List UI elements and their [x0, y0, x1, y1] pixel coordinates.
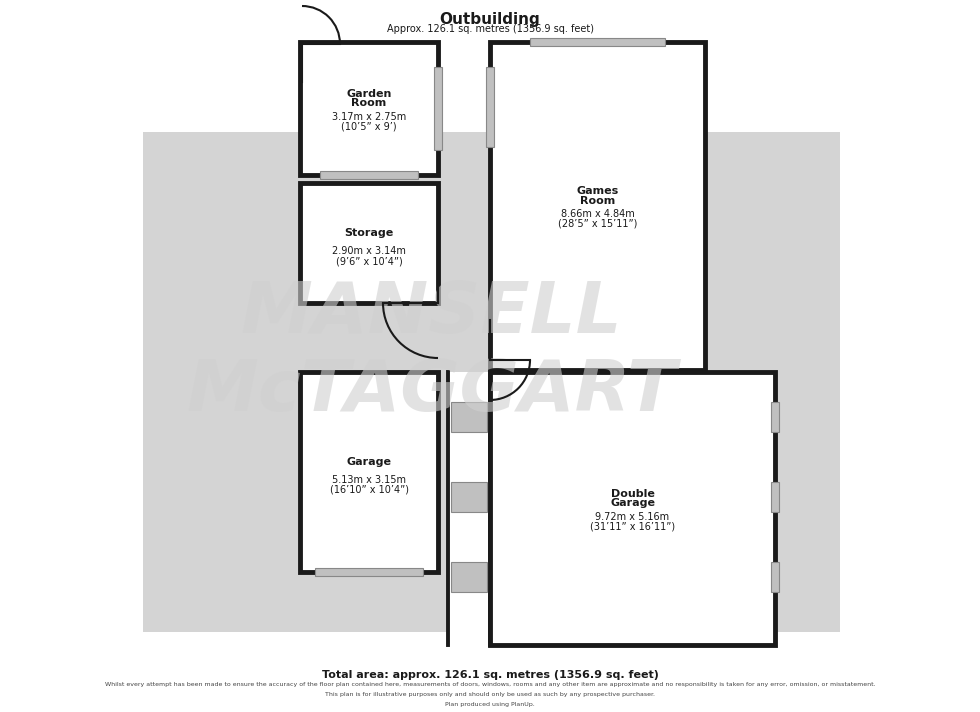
- Bar: [451, 562, 487, 592]
- Text: Plan produced using PlanUp.: Plan produced using PlanUp.: [445, 702, 535, 707]
- Bar: [490, 372, 775, 645]
- Text: 2.90m x 3.14m: 2.90m x 3.14m: [332, 246, 406, 256]
- Bar: [451, 402, 487, 432]
- Text: Storage: Storage: [344, 228, 394, 238]
- Bar: [300, 183, 438, 303]
- Bar: [486, 67, 494, 147]
- Text: Room: Room: [580, 196, 615, 206]
- Text: 5.13m x 3.15m: 5.13m x 3.15m: [332, 475, 406, 485]
- Text: (9’6” x 10’4”): (9’6” x 10’4”): [335, 256, 403, 266]
- Text: Double: Double: [611, 489, 655, 499]
- Text: Outbuilding: Outbuilding: [440, 12, 540, 27]
- Bar: [320, 171, 418, 179]
- Bar: [771, 562, 779, 592]
- Text: Garage: Garage: [347, 457, 391, 467]
- Text: Whilst every attempt has been made to ensure the accuracy of the floor plan cont: Whilst every attempt has been made to en…: [105, 682, 875, 687]
- Text: 8.66m x 4.84m: 8.66m x 4.84m: [561, 209, 634, 219]
- Text: 3.17m x 2.75m: 3.17m x 2.75m: [332, 112, 406, 122]
- Text: McTAGGART: McTAGGART: [186, 357, 676, 426]
- Text: (28’5” x 15’11”): (28’5” x 15’11”): [558, 219, 637, 229]
- Text: Garden: Garden: [346, 89, 392, 99]
- Text: Games: Games: [576, 187, 618, 197]
- Text: Approx. 126.1 sq. metres (1356.9 sq. feet): Approx. 126.1 sq. metres (1356.9 sq. fee…: [386, 24, 594, 34]
- Bar: [300, 372, 438, 572]
- Text: Total area: approx. 126.1 sq. metres (1356.9 sq. feet): Total area: approx. 126.1 sq. metres (13…: [321, 670, 659, 680]
- Text: (31’11” x 16’11”): (31’11” x 16’11”): [590, 521, 675, 531]
- Text: (10’5” x 9’): (10’5” x 9’): [341, 122, 397, 132]
- Text: This plan is for illustrative purposes only and should only be used as such by a: This plan is for illustrative purposes o…: [325, 692, 655, 697]
- Bar: [315, 568, 423, 576]
- Bar: [530, 38, 665, 46]
- Bar: [490, 42, 705, 370]
- Text: 9.72m x 5.16m: 9.72m x 5.16m: [596, 511, 669, 521]
- Bar: [434, 67, 442, 150]
- Text: Garage: Garage: [610, 498, 655, 508]
- Bar: [771, 402, 779, 432]
- Bar: [143, 132, 840, 632]
- Bar: [448, 372, 490, 645]
- Text: MANSELL: MANSELL: [240, 279, 622, 347]
- Text: Room: Room: [352, 98, 387, 108]
- Bar: [451, 482, 487, 512]
- Text: (16’10” x 10’4”): (16’10” x 10’4”): [329, 485, 409, 495]
- Bar: [300, 42, 438, 175]
- Bar: [771, 482, 779, 512]
